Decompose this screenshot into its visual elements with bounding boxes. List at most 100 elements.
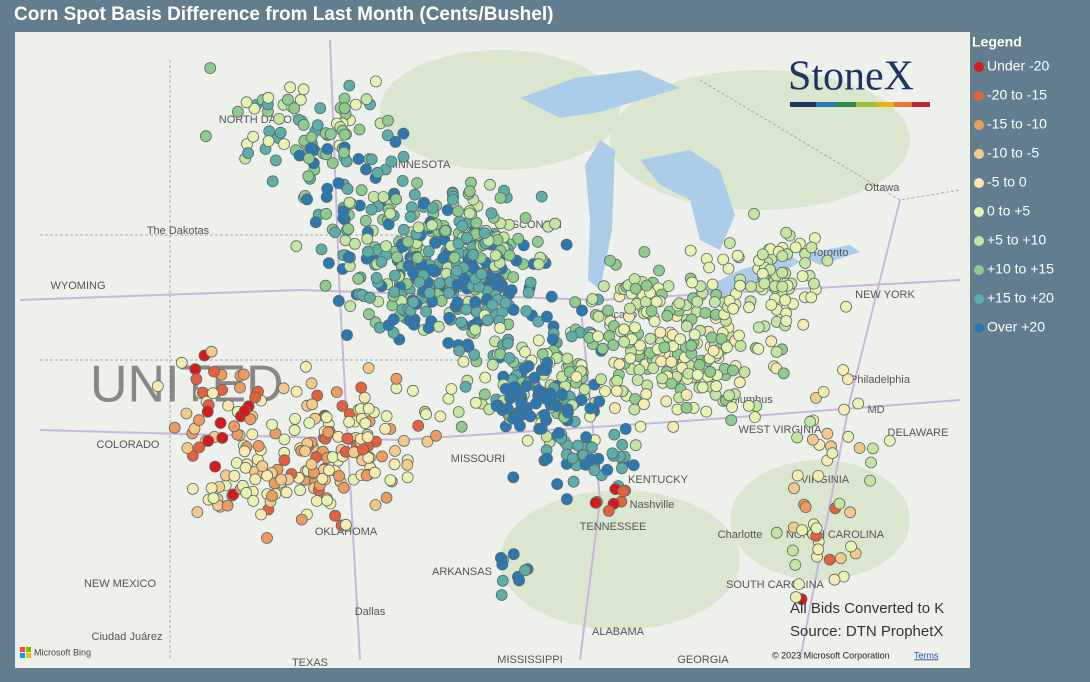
bid-point[interactable] (204, 62, 217, 74)
bid-point[interactable] (494, 552, 507, 564)
bid-point[interactable] (207, 492, 220, 505)
bid-point[interactable] (826, 447, 839, 460)
bid-point[interactable] (779, 294, 791, 307)
bid-point[interactable] (638, 245, 651, 258)
bid-point[interactable] (237, 368, 250, 381)
bid-point[interactable] (507, 471, 520, 484)
bid-point[interactable] (333, 469, 346, 482)
bid-point[interactable] (629, 439, 642, 452)
bid-point[interactable] (546, 333, 559, 346)
bid-point[interactable] (426, 202, 439, 214)
bid-point[interactable] (631, 374, 644, 387)
bid-point[interactable] (852, 397, 865, 410)
bid-point[interactable] (565, 330, 578, 343)
bid-point[interactable] (240, 96, 253, 109)
bid-point[interactable] (359, 417, 372, 430)
bid-point[interactable] (752, 342, 765, 355)
bid-point[interactable] (777, 367, 790, 380)
bid-point[interactable] (385, 155, 398, 168)
bid-point[interactable] (596, 342, 609, 355)
bid-point[interactable] (420, 408, 433, 421)
bid-point[interactable] (748, 207, 760, 220)
bid-point[interactable] (727, 364, 739, 377)
bid-point[interactable] (446, 193, 459, 206)
bid-point[interactable] (326, 157, 339, 169)
bid-point[interactable] (380, 410, 393, 423)
bid-point[interactable] (665, 355, 678, 368)
bid-point[interactable] (199, 130, 212, 143)
bid-point[interactable] (799, 257, 811, 269)
bid-point[interactable] (486, 298, 499, 311)
bid-point[interactable] (570, 370, 583, 383)
bid-point[interactable] (501, 402, 514, 415)
bid-point[interactable] (407, 266, 420, 279)
bid-point[interactable] (688, 328, 701, 341)
bid-point[interactable] (478, 227, 491, 240)
bid-point[interactable] (791, 469, 804, 482)
bid-point[interactable] (723, 389, 735, 402)
bid-point[interactable] (411, 177, 423, 189)
bid-point[interactable] (384, 474, 397, 487)
bid-point[interactable] (789, 559, 802, 571)
bid-point[interactable] (364, 291, 376, 304)
bid-point[interactable] (734, 279, 746, 292)
bid-point[interactable] (379, 422, 392, 435)
bid-point[interactable] (397, 223, 410, 236)
bid-point[interactable] (206, 387, 219, 400)
bid-point[interactable] (580, 431, 592, 444)
bid-point[interactable] (696, 381, 709, 394)
bid-point[interactable] (530, 397, 542, 410)
bid-point[interactable] (388, 286, 401, 298)
bid-point[interactable] (644, 332, 657, 345)
bid-point[interactable] (352, 272, 365, 285)
bid-point[interactable] (758, 277, 771, 290)
bid-point[interactable] (653, 264, 665, 277)
bid-point[interactable] (422, 245, 435, 258)
bid-point[interactable] (571, 439, 584, 452)
bid-point[interactable] (634, 420, 647, 433)
bid-point[interactable] (704, 365, 717, 378)
bid-point[interactable] (311, 389, 324, 402)
bid-point[interactable] (624, 352, 637, 365)
bid-point[interactable] (521, 434, 534, 447)
bid-point[interactable] (660, 395, 673, 408)
bid-point[interactable] (355, 381, 368, 394)
bid-point[interactable] (867, 442, 879, 455)
bid-point[interactable] (864, 474, 876, 487)
bid-point[interactable] (274, 126, 287, 139)
bid-point[interactable] (320, 207, 333, 220)
bid-point[interactable] (261, 532, 273, 544)
bid-point[interactable] (451, 296, 464, 309)
bid-point[interactable] (532, 258, 545, 271)
bid-point[interactable] (478, 388, 491, 401)
bid-point[interactable] (796, 270, 809, 283)
bid-point[interactable] (693, 358, 706, 371)
bid-point[interactable] (315, 243, 328, 256)
bid-point[interactable] (655, 355, 668, 368)
bid-point[interactable] (629, 282, 642, 295)
bid-point[interactable] (616, 438, 629, 451)
bid-point[interactable] (680, 320, 693, 333)
bid-point[interactable] (680, 401, 693, 414)
bid-point[interactable] (332, 177, 345, 190)
bid-point[interactable] (469, 323, 482, 336)
bid-point[interactable] (595, 373, 607, 386)
bid-point[interactable] (579, 458, 592, 471)
bid-point[interactable] (338, 102, 351, 115)
bid-point[interactable] (262, 91, 275, 104)
bid-point[interactable] (302, 152, 315, 165)
bid-point[interactable] (402, 235, 414, 248)
bid-point[interactable] (316, 472, 329, 485)
bid-point[interactable] (650, 295, 663, 308)
bid-point[interactable] (360, 93, 373, 106)
bid-point[interactable] (624, 302, 636, 315)
bid-point[interactable] (249, 473, 262, 486)
bid-point[interactable] (520, 380, 533, 393)
bid-point[interactable] (725, 414, 738, 427)
bid-point[interactable] (770, 345, 783, 358)
bid-point[interactable] (314, 102, 327, 115)
bid-point[interactable] (302, 170, 315, 183)
bid-point[interactable] (734, 339, 747, 352)
bid-point[interactable] (780, 226, 793, 239)
bid-point[interactable] (266, 418, 278, 431)
